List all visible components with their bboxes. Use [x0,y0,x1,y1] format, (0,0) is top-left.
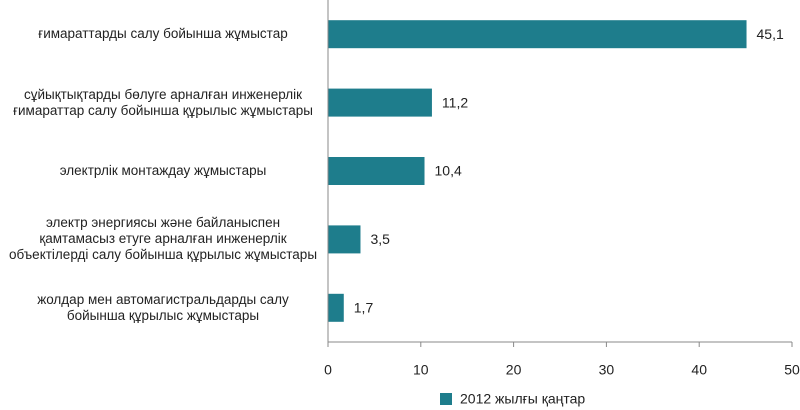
category-label: жолдар мен автомагистральдарды салу бойы… [37,291,289,323]
x-tick-label: 40 [691,362,707,378]
legend-swatch [440,393,452,405]
bar [328,20,747,49]
category-label: электрлік монтаждау жұмыстары [59,163,267,178]
x-tick-label: 0 [324,362,332,378]
legend-label: 2012 жылғы қаңтар [460,391,585,407]
data-label: 1,7 [354,300,374,316]
bar [328,88,432,117]
data-label: 11,2 [442,94,468,110]
x-tick-label: 50 [784,362,800,378]
bar [328,293,344,322]
category-label: сұйықтықтарды бөлуге арналған инженерлік… [13,86,313,118]
bar [328,157,425,185]
x-tick-label: 20 [506,362,522,378]
bar [328,225,361,254]
category-label: ғимараттарды салу бойынша жұмыстар [38,26,288,42]
data-label: 10,4 [435,163,462,179]
x-tick-label: 30 [599,362,615,378]
data-label: 45,1 [757,26,784,42]
x-tick-label: 10 [413,362,429,378]
data-label: 3,5 [370,231,390,247]
category-label: электр энергиясы және байланыспен қамтам… [8,215,318,263]
